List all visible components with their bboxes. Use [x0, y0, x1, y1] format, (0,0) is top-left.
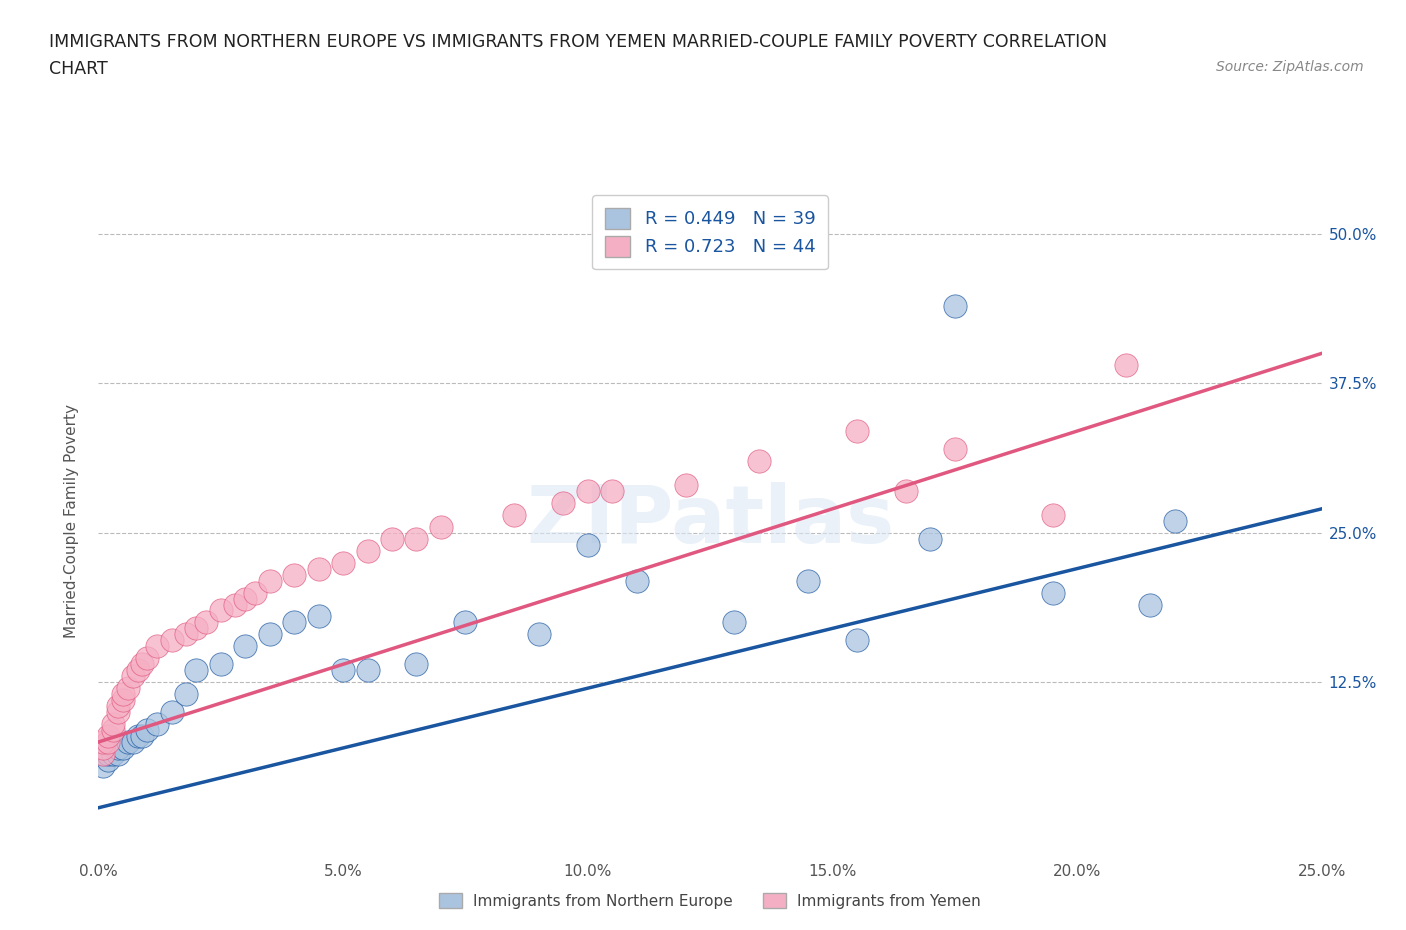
- Point: [600, 484, 623, 498]
- Point: [117, 735, 139, 750]
- Point: [97, 735, 120, 750]
- Point: [1115, 358, 1137, 373]
- Point: [1042, 508, 1064, 523]
- Point: [1042, 585, 1064, 600]
- Point: [176, 686, 198, 701]
- Legend: Immigrants from Northern Europe, Immigrants from Yemen: Immigrants from Northern Europe, Immigra…: [433, 886, 987, 915]
- Point: [127, 663, 149, 678]
- Point: [146, 639, 169, 654]
- Point: [136, 723, 159, 737]
- Point: [576, 484, 599, 498]
- Point: [91, 740, 114, 755]
- Point: [160, 633, 183, 648]
- Point: [101, 747, 124, 762]
- Y-axis label: Married-Couple Family Poverty: Married-Couple Family Poverty: [65, 404, 79, 638]
- Point: [1139, 597, 1161, 612]
- Point: [894, 484, 917, 498]
- Point: [356, 663, 378, 678]
- Point: [308, 561, 330, 576]
- Point: [209, 657, 232, 671]
- Point: [136, 651, 159, 666]
- Point: [97, 728, 120, 743]
- Point: [675, 477, 697, 492]
- Point: [91, 747, 114, 762]
- Point: [356, 543, 378, 558]
- Point: [127, 728, 149, 743]
- Point: [107, 740, 129, 755]
- Text: ZIPatlas: ZIPatlas: [526, 482, 894, 560]
- Point: [723, 615, 745, 630]
- Point: [107, 705, 129, 720]
- Point: [943, 299, 966, 313]
- Point: [195, 615, 218, 630]
- Point: [845, 633, 868, 648]
- Point: [381, 531, 404, 546]
- Point: [797, 573, 820, 588]
- Point: [91, 740, 114, 755]
- Text: Source: ZipAtlas.com: Source: ZipAtlas.com: [1216, 60, 1364, 74]
- Point: [91, 747, 114, 762]
- Point: [111, 693, 134, 708]
- Point: [97, 747, 120, 762]
- Point: [626, 573, 648, 588]
- Point: [553, 496, 575, 511]
- Point: [527, 627, 550, 642]
- Point: [332, 663, 354, 678]
- Point: [111, 686, 134, 701]
- Point: [176, 627, 198, 642]
- Point: [283, 615, 305, 630]
- Point: [224, 597, 246, 612]
- Point: [845, 424, 868, 439]
- Point: [430, 519, 453, 534]
- Point: [748, 454, 770, 469]
- Point: [233, 591, 256, 606]
- Point: [283, 567, 305, 582]
- Point: [308, 609, 330, 624]
- Point: [121, 669, 143, 684]
- Point: [131, 728, 153, 743]
- Point: [101, 723, 124, 737]
- Point: [1164, 513, 1187, 528]
- Point: [111, 740, 134, 755]
- Point: [405, 531, 427, 546]
- Point: [91, 735, 114, 750]
- Point: [259, 573, 281, 588]
- Point: [332, 555, 354, 570]
- Point: [91, 759, 114, 774]
- Point: [943, 442, 966, 457]
- Point: [117, 681, 139, 696]
- Point: [259, 627, 281, 642]
- Point: [146, 717, 169, 732]
- Point: [233, 639, 256, 654]
- Point: [186, 621, 208, 636]
- Text: CHART: CHART: [49, 60, 108, 78]
- Point: [243, 585, 266, 600]
- Point: [131, 657, 153, 671]
- Point: [97, 752, 120, 767]
- Text: IMMIGRANTS FROM NORTHERN EUROPE VS IMMIGRANTS FROM YEMEN MARRIED-COUPLE FAMILY P: IMMIGRANTS FROM NORTHERN EUROPE VS IMMIG…: [49, 33, 1108, 50]
- Point: [209, 603, 232, 618]
- Point: [405, 657, 427, 671]
- Point: [101, 717, 124, 732]
- Point: [121, 735, 143, 750]
- Point: [101, 735, 124, 750]
- Point: [920, 531, 942, 546]
- Point: [107, 747, 129, 762]
- Point: [186, 663, 208, 678]
- Point: [160, 705, 183, 720]
- Point: [454, 615, 477, 630]
- Point: [107, 698, 129, 713]
- Point: [576, 538, 599, 552]
- Point: [503, 508, 526, 523]
